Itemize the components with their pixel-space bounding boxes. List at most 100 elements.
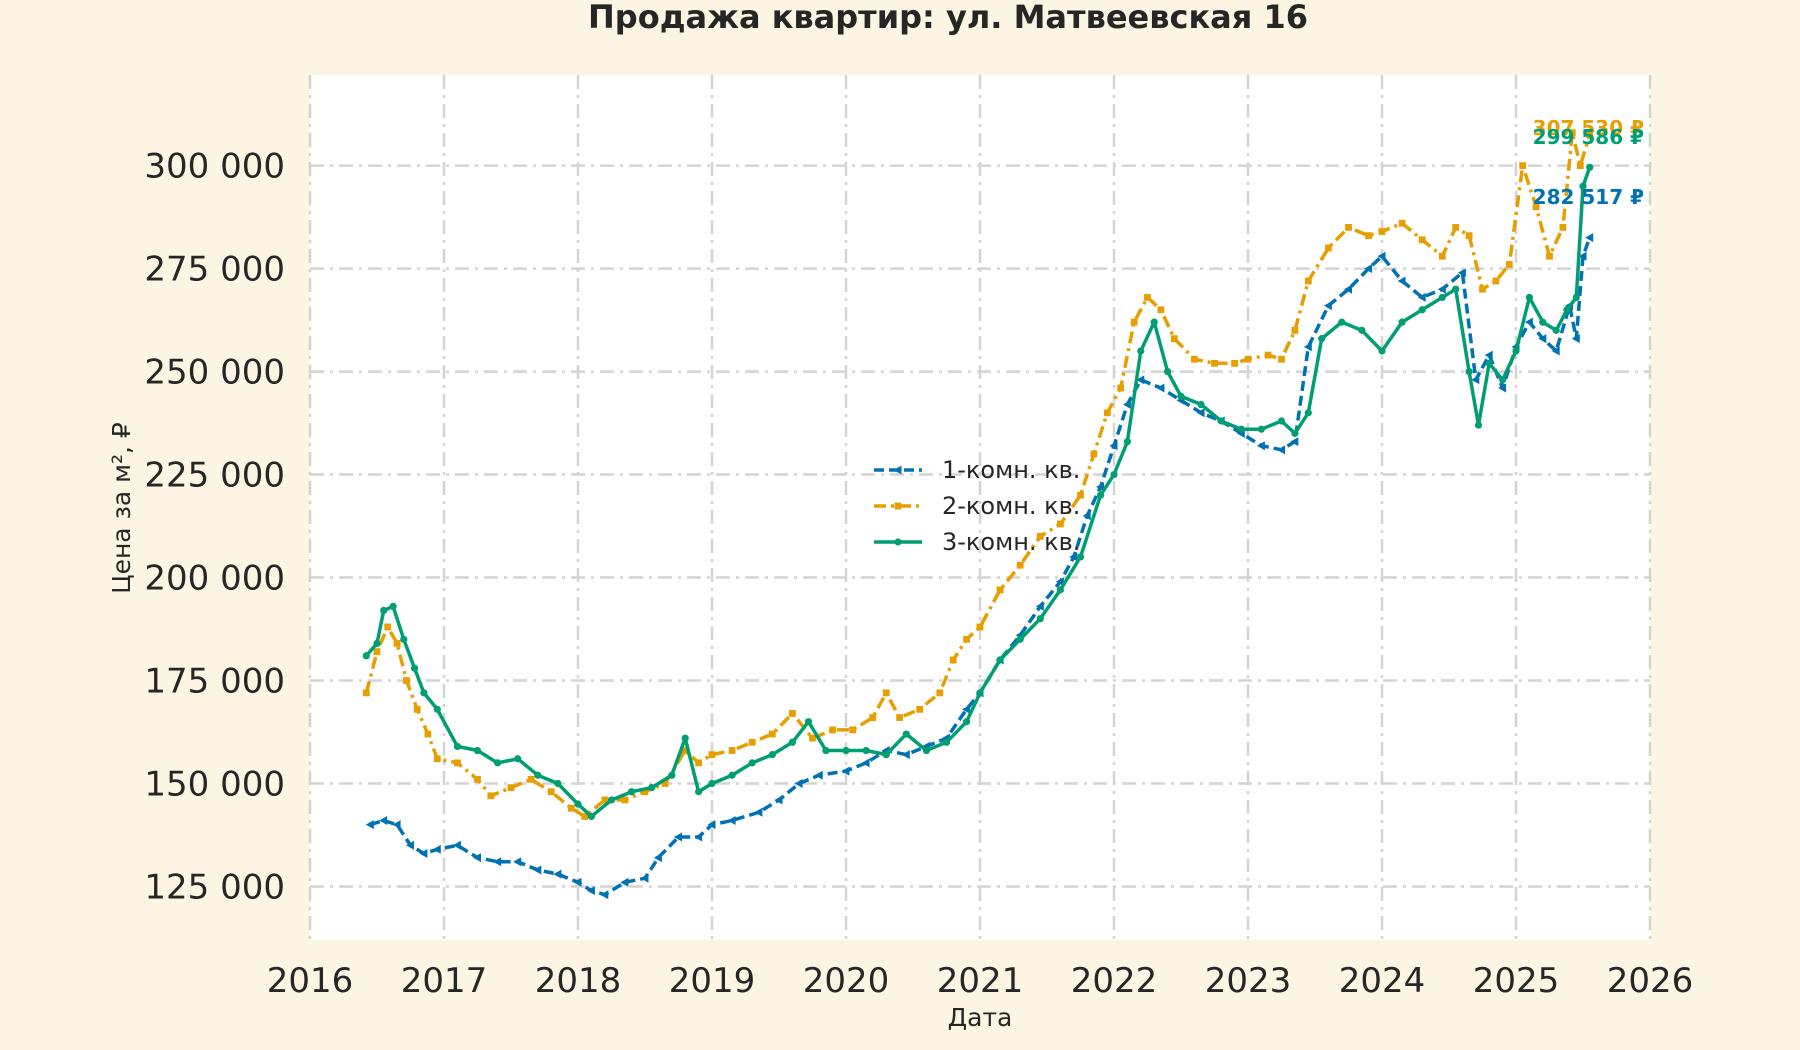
series-3 [362, 163, 1594, 821]
data-point [861, 758, 870, 768]
data-point [406, 840, 414, 850]
data-point [1452, 285, 1460, 293]
chart-title: Продажа квартир: ул. Матвеевская 16 [588, 0, 1308, 36]
legend-item-3[interactable]: 3-комн. кв. [874, 528, 1080, 556]
data-point [474, 775, 481, 783]
x-tick-label: 2018 [535, 961, 622, 1001]
data-point [1438, 293, 1446, 302]
data-point [1122, 400, 1131, 410]
data-point [1325, 244, 1332, 252]
data-point [1036, 615, 1044, 623]
data-point [1465, 232, 1473, 240]
end-value-label: 299 586 ₽ [1533, 125, 1644, 149]
data-point [1479, 285, 1486, 293]
data-point [1498, 383, 1507, 393]
data-point [1437, 284, 1446, 294]
data-point [901, 750, 910, 760]
data-point [384, 623, 392, 631]
data-point [1571, 334, 1580, 344]
data-point [962, 704, 971, 714]
data-point [681, 734, 689, 742]
data-point [1256, 441, 1265, 451]
data-point [1576, 162, 1584, 170]
data-point [1103, 409, 1111, 417]
data-point [1525, 293, 1533, 302]
data-point [1136, 375, 1145, 385]
series-line [364, 166, 1592, 819]
data-point [668, 771, 676, 779]
data-point [1552, 326, 1560, 334]
data-point [547, 788, 555, 796]
data-point [640, 873, 649, 883]
data-point [1378, 228, 1386, 235]
data-point [365, 820, 374, 830]
data-point [514, 755, 522, 763]
data-point [1532, 203, 1540, 211]
data-point [1157, 306, 1165, 314]
legend-item-2[interactable]: 2-комн. кв. [874, 492, 1080, 520]
data-point [1323, 301, 1332, 311]
data-point [424, 730, 432, 738]
data-point [1264, 351, 1272, 359]
y-tick-label: 200 000 [144, 559, 285, 599]
data-point [674, 832, 682, 842]
data-point [842, 746, 850, 755]
data-point [1572, 293, 1580, 302]
data-point [473, 853, 481, 863]
legend[interactable]: 1-комн. кв. 2-комн. кв. 3-комн. кв. [874, 456, 1080, 556]
y-tick-label: 175 000 [144, 662, 285, 702]
data-point [728, 747, 736, 754]
data-point [1278, 355, 1285, 363]
data-point [1197, 400, 1205, 409]
data-point [1096, 482, 1105, 492]
data-point [869, 714, 877, 721]
data-point [1057, 520, 1064, 528]
data-point [1546, 252, 1553, 260]
data-point [1097, 491, 1105, 499]
data-point [653, 853, 662, 863]
data-point [976, 689, 984, 697]
data-point [841, 766, 850, 776]
data-point [1378, 347, 1386, 355]
data-point [1244, 355, 1252, 363]
legend-item-1[interactable]: 1-комн. кв. [874, 456, 1080, 484]
data-point [1338, 318, 1346, 326]
data-point [527, 775, 535, 783]
data-point [487, 792, 495, 800]
data-point [1130, 318, 1138, 326]
data-point [695, 788, 703, 796]
data-point [882, 751, 890, 759]
x-tick-label: 2022 [1071, 961, 1158, 1001]
data-point [768, 751, 776, 759]
data-point [789, 710, 796, 717]
data-point [681, 747, 689, 754]
data-point [1471, 375, 1480, 385]
data-point [573, 877, 582, 887]
data-point [1016, 635, 1024, 643]
data-point [362, 689, 370, 697]
y-tick-label: 225 000 [144, 456, 285, 496]
data-point [1137, 347, 1145, 355]
x-tick-label: 2026 [1607, 961, 1694, 1001]
data-point [1109, 441, 1118, 451]
x-tick-label: 2019 [669, 961, 756, 1001]
data-point [1117, 384, 1125, 392]
data-point [1492, 277, 1500, 285]
data-point [1398, 318, 1406, 326]
data-point [963, 718, 971, 726]
data-point [574, 800, 582, 808]
data-point [1474, 421, 1483, 429]
data-point [748, 738, 756, 746]
grid [308, 75, 1652, 940]
data-point [380, 606, 388, 615]
data-point [628, 788, 636, 796]
data-point [1397, 276, 1406, 286]
data-point [894, 538, 902, 546]
data-point [1170, 335, 1178, 343]
data-point [1318, 335, 1326, 343]
series-layer [362, 129, 1594, 900]
data-point [728, 771, 736, 779]
data-point [1524, 317, 1533, 327]
data-point [473, 746, 482, 755]
data-point [1191, 355, 1198, 363]
